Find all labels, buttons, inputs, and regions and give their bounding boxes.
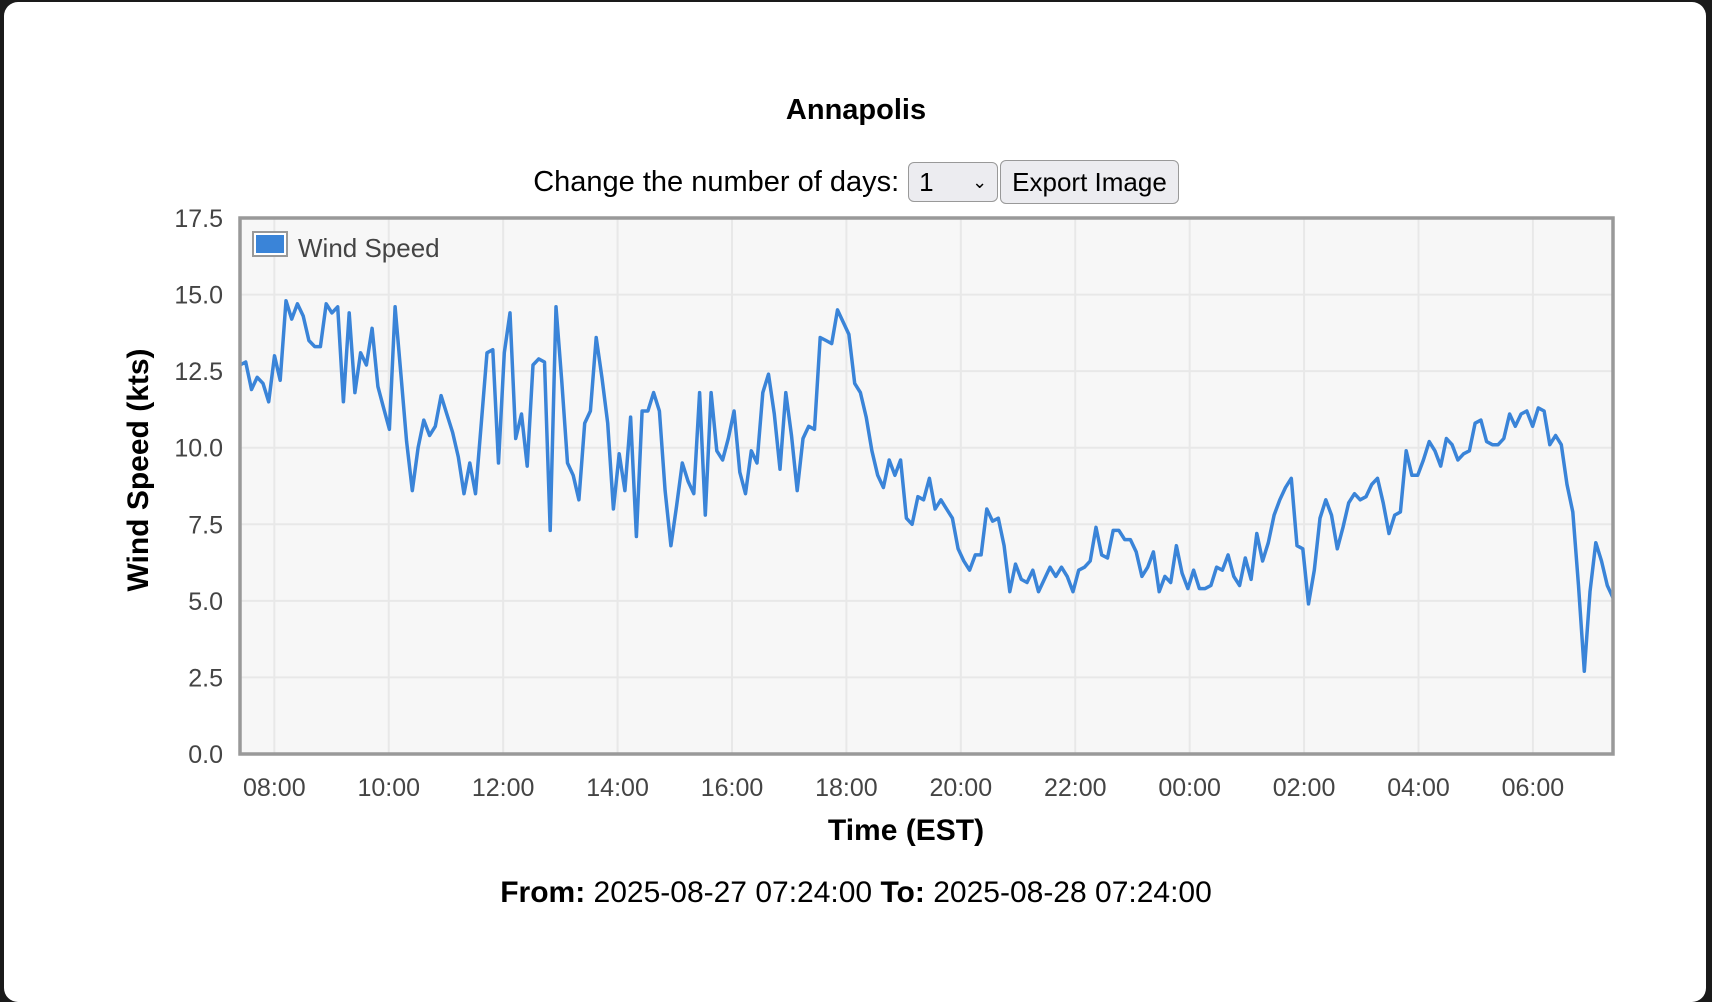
x-tick-label: 04:00 bbox=[1387, 774, 1450, 802]
y-axis-title: Wind Speed (kts) bbox=[122, 348, 155, 591]
y-tick-label: 0.0 bbox=[188, 741, 223, 769]
controls-row: Change the number of days: 1 ⌄ Export Im… bbox=[0, 160, 1712, 204]
x-tick-label: 16:00 bbox=[701, 774, 764, 802]
legend-swatch bbox=[256, 235, 284, 253]
y-tick-label: 17.5 bbox=[174, 205, 223, 233]
x-axis-ticks: 08:00 10:00 12:00 14:00 16:00 18:00 20:00 22:00… bbox=[243, 774, 1564, 802]
y-tick-label: 12.5 bbox=[174, 358, 223, 386]
x-tick-label: 10:00 bbox=[357, 774, 420, 802]
x-tick-label: 18:00 bbox=[815, 774, 878, 802]
y-tick-label: 2.5 bbox=[188, 664, 223, 692]
to-label: To: bbox=[880, 876, 925, 909]
series-line-wind-speed bbox=[239, 298, 1615, 674]
days-value: 1 bbox=[919, 166, 934, 197]
x-tick-label: 06:00 bbox=[1502, 774, 1565, 802]
plot-border bbox=[238, 216, 1615, 756]
from-value: 2025-08-27 07:24:00 bbox=[593, 876, 873, 909]
page-title: Annapolis bbox=[785, 94, 927, 126]
export-image-button[interactable]: Export Image bbox=[1000, 160, 1179, 204]
days-select[interactable]: 1 ⌄ bbox=[908, 162, 999, 202]
x-tick-label: 22:00 bbox=[1044, 774, 1107, 802]
days-label: Change the number of days: bbox=[533, 165, 900, 198]
y-tick-label: 15.0 bbox=[174, 282, 223, 310]
x-tick-label: 12:00 bbox=[472, 774, 535, 802]
x-axis-title: Time (EST) bbox=[828, 814, 984, 847]
x-tick-label: 00:00 bbox=[1158, 774, 1221, 802]
grid bbox=[240, 217, 1613, 755]
from-label: From: bbox=[500, 876, 586, 909]
y-tick-label: 10.0 bbox=[174, 435, 223, 463]
legend-label: Wind Speed bbox=[298, 233, 440, 263]
y-axis-ticks: 0.0 2.5 5.0 7.5 10.0 12.5 15.0 17.5 bbox=[174, 205, 223, 769]
y-tick-label: 5.0 bbox=[188, 588, 223, 616]
date-range: From: 2025-08-27 07:24:00 To: 2025-08-28… bbox=[0, 876, 1712, 910]
y-tick-label: 7.5 bbox=[188, 511, 223, 539]
x-tick-label: 20:00 bbox=[930, 774, 993, 802]
x-tick-label: 02:00 bbox=[1273, 774, 1336, 802]
x-tick-label: 08:00 bbox=[243, 774, 306, 802]
to-value: 2025-08-28 07:24:00 bbox=[933, 876, 1212, 909]
chevron-down-icon: ⌄ bbox=[972, 171, 988, 192]
x-tick-label: 14:00 bbox=[586, 774, 649, 802]
